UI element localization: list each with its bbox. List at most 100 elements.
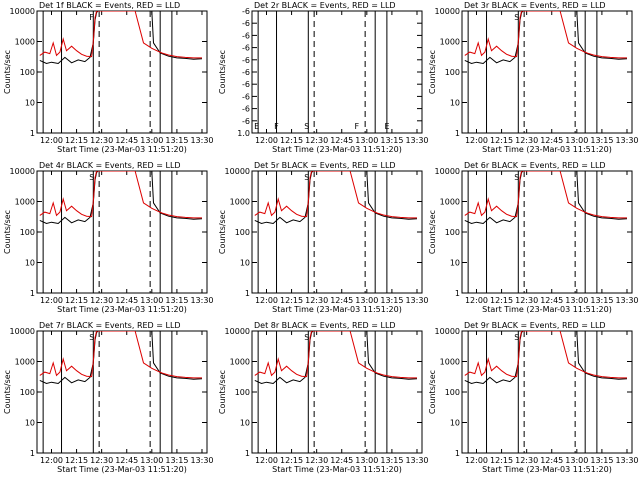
attenuator-label: S [514,333,519,342]
y-tick-label: 10 [240,419,250,428]
x-tick-label: 12:30 [90,296,113,305]
lld-series-line [254,331,417,379]
lld-series-line [39,331,202,379]
y-tick-label: 100 [235,388,250,397]
y-axis-label: Counts/sec [218,370,227,414]
chart-title: Det 2r BLACK = Events, RED = LLD [254,1,396,10]
y-tick-label: 10 [450,419,460,428]
attenuator-label: S [304,122,309,131]
y-tick-label: 1000 [440,198,460,207]
x-axis-label: Start Time (23-Mar-03 11:51:20) [272,465,402,474]
chart-title: Det 6r BLACK = Events, RED = LLD [464,161,606,170]
x-tick-label: 13:15 [590,296,613,305]
x-axis-label: Start Time (23-Mar-03 11:51:20) [57,305,187,314]
plot-frame [461,170,633,294]
y-tick-label: 10 [450,99,460,108]
x-tick-label: 13:15 [590,456,613,465]
attenuator-label: S [304,173,309,182]
y-tick-label: 10 [25,259,35,268]
y-tick-label: 100 [445,68,460,77]
y-axis-label: Counts/sec [428,50,437,94]
plot-frame [251,10,423,134]
x-tick-label: 13:15 [165,136,188,145]
x-tick-label: 12:30 [515,296,538,305]
x-axis-label: Start Time (23-Mar-03 11:51:20) [482,305,612,314]
x-tick-label: 12:45 [115,456,138,465]
y-tick-label: 10000 [435,167,460,176]
x-tick-label: 12:30 [305,296,328,305]
lld-series-line [39,11,202,59]
y-axis-label: Counts/sec [3,50,12,94]
x-tick-label: 12:15 [280,136,303,145]
plot-frame [36,10,208,134]
plot-frame [251,170,423,294]
y-tick-label: -6 [242,7,250,16]
x-tick-label: 12:45 [540,296,563,305]
x-tick-label: 13:00 [140,136,163,145]
y-tick-label: 100 [20,228,35,237]
attenuator-label: S [514,13,519,22]
y-tick-label: 1 [30,289,35,298]
x-tick-label: 12:30 [305,136,328,145]
x-tick-label: 12:45 [115,296,138,305]
events-series-line [39,331,203,385]
x-tick-label: 12:15 [65,296,88,305]
x-tick-label: 13:00 [565,136,588,145]
x-axis-label: Start Time (23-Mar-03 11:51:20) [482,465,612,474]
chart-title: Det 1f BLACK = Events, RED = LLD [39,1,180,10]
y-tick-label: 10 [25,419,35,428]
x-tick-label: 13:30 [190,136,213,145]
y-axis-label: Counts/sec [218,50,227,94]
x-axis-label: Start Time (23-Mar-03 11:51:20) [272,145,402,154]
x-tick-label: 13:00 [355,296,378,305]
x-tick-label: 12:45 [330,296,353,305]
attenuator-label: E [254,122,259,131]
chart-title: Det 5r BLACK = Events, RED = LLD [254,161,396,170]
x-tick-label: 13:30 [190,456,213,465]
x-tick-label: 13:15 [590,136,613,145]
x-tick-label: 12:15 [490,136,513,145]
x-tick-label: 12:15 [65,136,88,145]
x-tick-label: 13:00 [355,136,378,145]
y-tick-label: 1.0 [237,129,250,138]
x-axis-label: Start Time (23-Mar-03 11:51:20) [482,145,612,154]
y-axis-label: Counts/sec [428,370,437,414]
events-series-line [39,11,203,65]
chart-title: Det 7r BLACK = Events, RED = LLD [39,321,181,330]
attenuator-label: F [274,122,279,131]
y-tick-label: 100 [20,68,35,77]
x-tick-label: 13:30 [615,296,638,305]
y-tick-label: 1000 [15,38,35,47]
events-series-line [254,171,418,225]
lld-series-line [39,171,202,219]
x-tick-label: 12:30 [305,456,328,465]
y-tick-label: 10000 [225,167,250,176]
chart-title: Det 3r BLACK = Events, RED = LLD [464,1,606,10]
y-axis-label: Counts/sec [428,210,437,254]
y-tick-label: -6 [242,56,250,65]
y-tick-label: 10 [25,99,35,108]
lld-series-line [254,171,417,219]
chart-title: Det 4r BLACK = Events, RED = LLD [39,161,181,170]
lld-series-line [464,171,627,219]
x-tick-label: 12:00 [40,456,63,465]
y-tick-label: 1000 [15,358,35,367]
x-axis-label: Start Time (23-Mar-03 11:51:20) [272,305,402,314]
plot-frame [461,330,633,454]
plot-frame [461,10,633,134]
attenuator-label: S [514,173,519,182]
plot-frame [251,330,423,454]
x-tick-label: 13:00 [140,296,163,305]
y-tick-label: 10000 [435,7,460,16]
attenuator-label: F [354,122,359,131]
x-tick-label: 12:45 [330,136,353,145]
x-tick-label: 13:30 [405,456,428,465]
